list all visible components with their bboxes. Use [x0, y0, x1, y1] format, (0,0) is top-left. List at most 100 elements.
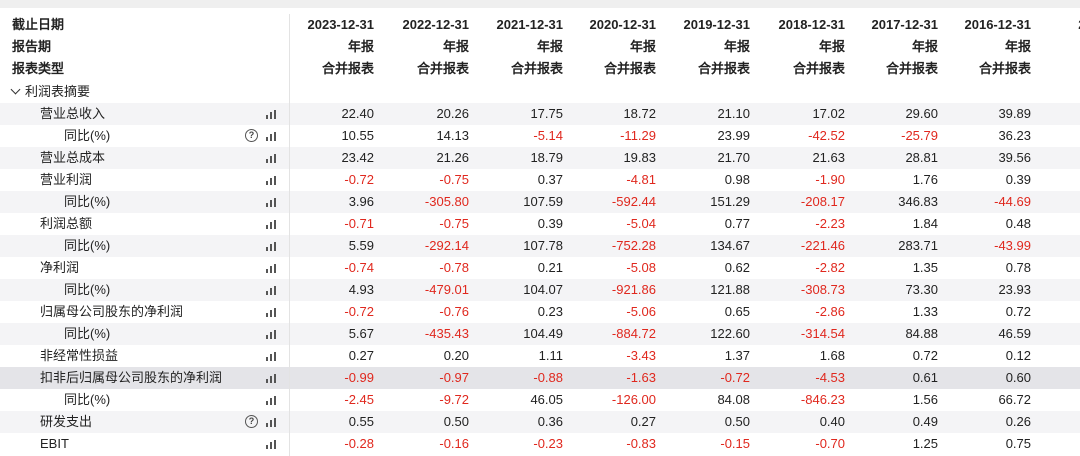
value-cell: 1.68 [819, 348, 845, 363]
value-cell: 1.37 [724, 348, 750, 363]
header-cell: 2022-12-31 [402, 17, 470, 32]
value-cell: 73.30 [905, 282, 938, 297]
top-scroll-bar [0, 0, 1080, 8]
value-cell: 104.49 [523, 326, 563, 341]
header-row: 报告期 年报 年报 年报 年报 年报 年报 年报 年报 [0, 36, 1080, 58]
value-cell: -2.86 [815, 304, 845, 319]
question-circle-icon[interactable]: ? [245, 129, 258, 142]
section-row[interactable]: 利润表摘要 [0, 80, 1080, 103]
header-cell: 2018-12-31 [778, 17, 846, 32]
value-cell: -11.29 [620, 128, 656, 143]
value-cell: 28.81 [905, 150, 938, 165]
value-cell: 1.25 [912, 436, 938, 451]
value-cell: -5.14 [533, 128, 563, 143]
header-cell: 合并报表 [978, 61, 1031, 76]
bar-chart-icon[interactable] [266, 110, 277, 119]
table-row: 研发支出? 0.55 0.50 0.36 0.27 0.50 0.40 0.49 0.26 [0, 411, 1080, 433]
value-cell: 39.56 [998, 150, 1031, 165]
bar-chart-icon[interactable] [266, 242, 277, 251]
value-cell: 17.02 [812, 106, 845, 121]
value-cell: -0.97 [439, 370, 469, 385]
question-circle-icon[interactable]: ? [245, 415, 258, 428]
value-cell: 23.93 [998, 282, 1031, 297]
value-cell: -44.69 [994, 194, 1031, 209]
row-label-text: 营业总收入 [40, 106, 106, 121]
row-label-text: 营业利润 [40, 172, 93, 187]
value-cell: -0.16 [439, 436, 469, 451]
value-cell: -5.04 [626, 216, 656, 231]
value-cell: 84.88 [905, 326, 938, 341]
bar-chart-icon[interactable] [266, 176, 277, 185]
value-cell: 21.26 [436, 150, 469, 165]
table-row: 同比(%) 3.96 -305.80 107.59 -592.44 151.29 -208.… [0, 191, 1080, 213]
header-cell: 2020-12-31 [589, 17, 657, 32]
column-divider [289, 14, 290, 456]
value-cell: -592.44 [611, 194, 656, 209]
table-row: 同比(%) -2.45 -9.72 46.05 -126.00 84.08 -846.23 1… [0, 389, 1080, 411]
value-cell: -126.00 [611, 392, 656, 407]
bar-chart-icon[interactable] [266, 308, 277, 317]
header-row: 截止日期 2023-12-31 2022-12-31 2021-12-31 2020-1… [0, 14, 1080, 36]
value-cell: 3.96 [348, 194, 374, 209]
bar-chart-icon[interactable] [266, 286, 277, 295]
bar-chart-icon[interactable] [266, 418, 277, 427]
value-cell: 0.72 [912, 348, 938, 363]
bar-chart-icon[interactable] [266, 440, 277, 449]
row-label-text: 净利润 [40, 260, 80, 275]
value-cell: 46.05 [530, 392, 563, 407]
bar-chart-icon[interactable] [266, 220, 277, 229]
value-cell: -2.45 [344, 392, 374, 407]
bar-chart-icon[interactable] [266, 132, 277, 141]
value-cell: 14.13 [436, 128, 469, 143]
value-cell: 22.40 [341, 106, 374, 121]
value-cell: -0.83 [626, 436, 656, 451]
value-cell: 21.70 [717, 150, 750, 165]
value-cell: 5.59 [348, 238, 374, 253]
header-cell: 合并报表 [697, 61, 750, 76]
income-statement-table: 截止日期 2023-12-31 2022-12-31 2021-12-31 2020-1… [0, 14, 1080, 455]
section-title[interactable]: 利润表摘要 [10, 80, 90, 103]
chevron-down-icon[interactable] [10, 84, 21, 95]
value-cell: 134.67 [710, 238, 750, 253]
row-label-text: 同比(%) [64, 238, 111, 253]
value-cell: 5.67 [348, 326, 374, 341]
bar-chart-icon[interactable] [266, 330, 277, 339]
value-cell: 46.59 [998, 326, 1031, 341]
header-cell: 年报 [629, 39, 656, 54]
value-cell: 0.50 [724, 414, 750, 429]
value-cell: 0.12 [1005, 348, 1031, 363]
value-cell: -0.99 [344, 370, 374, 385]
value-cell: 0.75 [1005, 436, 1031, 451]
value-cell: -9.72 [439, 392, 469, 407]
bar-chart-icon[interactable] [266, 154, 277, 163]
value-cell: -0.72 [720, 370, 750, 385]
value-cell: 29.60 [905, 106, 938, 121]
value-cell: -43.99 [994, 238, 1031, 253]
bar-chart-icon[interactable] [266, 396, 277, 405]
value-cell: -2.23 [815, 216, 845, 231]
row-label-text: 归属母公司股东的净利润 [40, 304, 184, 319]
header-row: 报表类型合并报表合并报表合并报表合并报表合并报表合并报表合并报表合并报表合 [0, 58, 1080, 80]
header-cell: 合并报表 [416, 61, 469, 76]
bar-chart-icon[interactable] [266, 198, 277, 207]
value-cell: 1.35 [912, 260, 938, 275]
value-cell: 84.08 [717, 392, 750, 407]
table-row: 同比(%) 4.93 -479.01 104.07 -921.86 121.88 -308.… [0, 279, 1080, 301]
bar-chart-icon[interactable] [266, 264, 277, 273]
value-cell: 0.26 [1005, 414, 1031, 429]
header-label-text: 报表类型 [12, 61, 65, 76]
value-cell: 0.72 [1005, 304, 1031, 319]
value-cell: -292.14 [424, 238, 469, 253]
row-label-text: 同比(%) [64, 282, 111, 297]
header-label-text: 报告期 [12, 39, 52, 54]
header-cell: 合并报表 [885, 61, 938, 76]
value-cell: 0.50 [443, 414, 469, 429]
bar-chart-icon[interactable] [266, 352, 277, 361]
bar-chart-icon[interactable] [266, 374, 277, 383]
value-cell: 0.27 [348, 348, 374, 363]
value-cell: -0.72 [344, 304, 374, 319]
value-cell: 0.98 [724, 172, 750, 187]
value-cell: -308.73 [800, 282, 845, 297]
value-cell: 122.60 [710, 326, 750, 341]
value-cell: -221.46 [800, 238, 845, 253]
